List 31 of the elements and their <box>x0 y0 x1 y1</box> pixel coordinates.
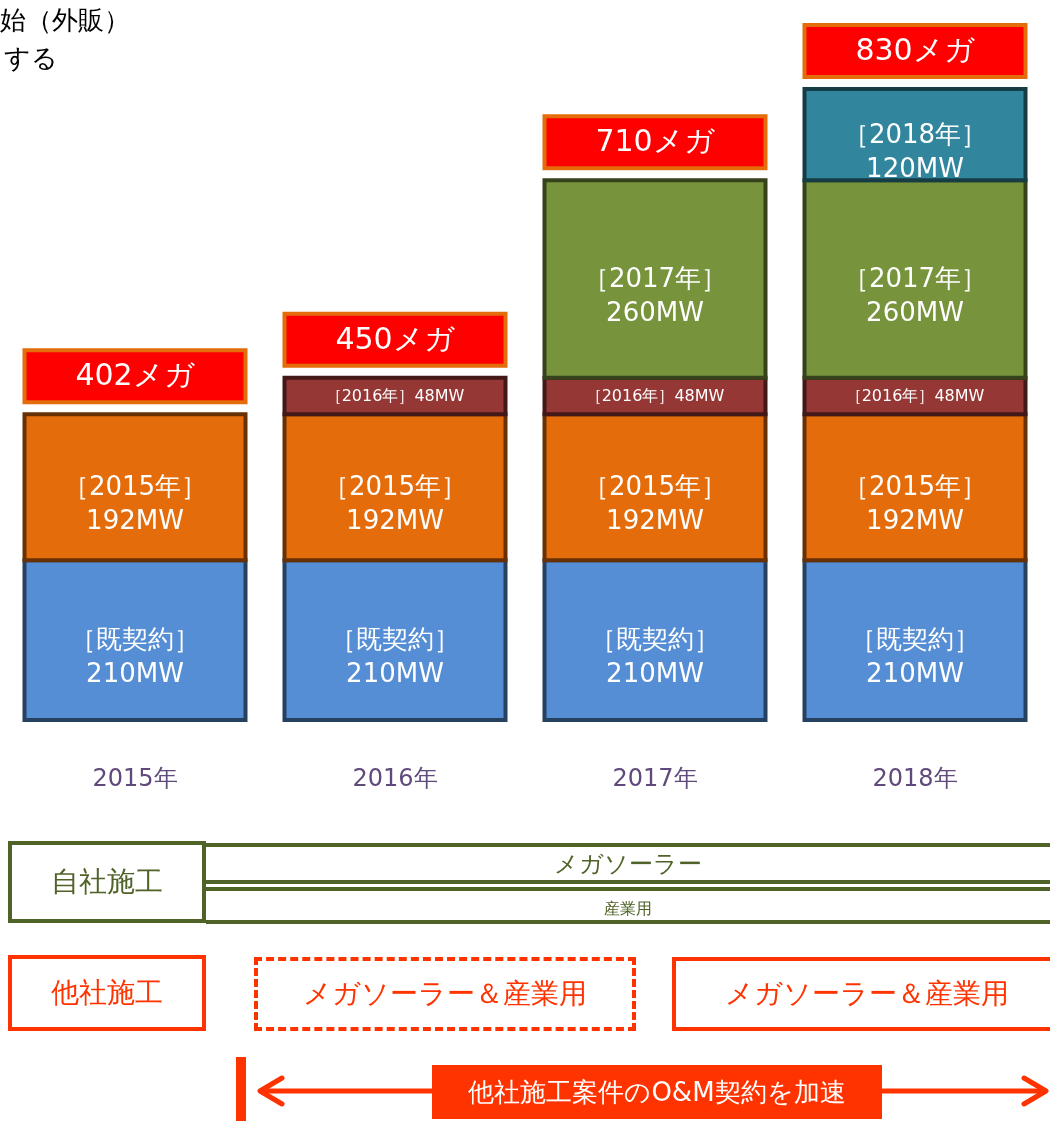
total-label: 710メガ <box>595 123 715 159</box>
text: 産業用 <box>603 897 653 920</box>
x-tick-label: 2018年 <box>872 763 958 792</box>
data-label: ［既契約］ 210MW <box>330 624 460 689</box>
data-label: ［2015年］ 192MW <box>582 471 728 536</box>
x-tick-label: 2017年 <box>612 763 698 792</box>
data-label: ［2017年］ 260MW <box>582 262 728 327</box>
text: メガソーラー＆産業用 <box>254 957 636 1031</box>
text: メガソーラー＆産業用 <box>672 957 1050 1031</box>
text: 他社施工案件のO&M契約を加速 <box>432 1065 882 1119</box>
data-label: ［2015年］ 192MW <box>62 471 208 536</box>
data-label: ［既契約］ 210MW <box>850 624 980 689</box>
data-label: ［2016年］48MW <box>585 386 725 406</box>
total-label: 450メガ <box>335 320 455 356</box>
x-tick-label: 2015年 <box>92 763 178 792</box>
data-label: ［2015年］ 192MW <box>322 471 468 536</box>
data-label: ［2018年］ 120MW <box>842 118 988 183</box>
data-label: ［既契約］ 210MW <box>590 624 720 689</box>
data-label: ［2016年］48MW <box>325 386 465 406</box>
text: 自社施工 <box>8 841 206 923</box>
text: 始（外販） <box>0 3 131 37</box>
total-label: 402メガ <box>75 357 195 393</box>
text: する <box>3 41 59 75</box>
text: メガソーラー <box>553 849 703 880</box>
data-label: ［2016年］48MW <box>845 386 985 406</box>
data-label: ［既契約］ 210MW <box>70 624 200 689</box>
data-label: ［2015年］ 192MW <box>842 471 988 536</box>
data-label: ［2017年］ 260MW <box>842 262 988 327</box>
x-tick-label: 2016年 <box>352 763 438 792</box>
text: 他社施工 <box>8 955 206 1031</box>
total-label: 830メガ <box>855 31 975 67</box>
